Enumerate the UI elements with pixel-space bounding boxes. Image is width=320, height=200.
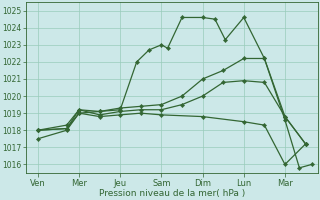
X-axis label: Pression niveau de la mer( hPa ): Pression niveau de la mer( hPa ): [99, 189, 245, 198]
